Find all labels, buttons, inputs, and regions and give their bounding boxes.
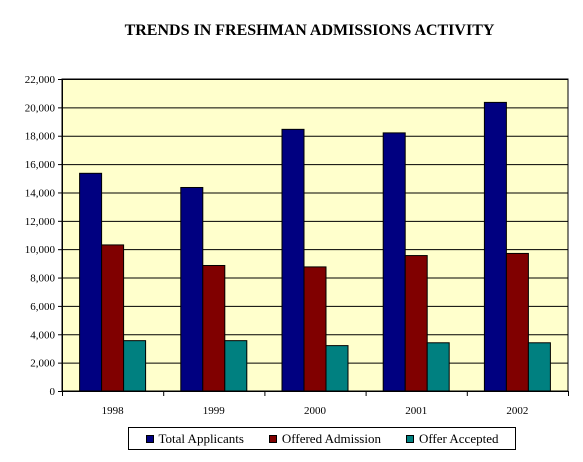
- bar-total-applicants: [281, 128, 305, 392]
- bar-offer-accepted: [325, 345, 349, 392]
- y-tick-label: 10,000: [25, 244, 56, 256]
- legend-item: Offer Accepted: [405, 430, 499, 447]
- y-tick-label: 6,000: [30, 301, 55, 313]
- legend-item: Offered Admission: [268, 430, 381, 447]
- y-tick-label: 16,000: [25, 159, 56, 171]
- y-tick-label: 14,000: [25, 187, 56, 199]
- legend-swatch-offer-accepted: [405, 434, 414, 443]
- legend-label-offer-accepted: Offer Accepted: [418, 430, 499, 446]
- bar-offered-admission: [202, 264, 226, 392]
- y-tick-label: 4,000: [30, 329, 55, 341]
- bar-offer-accepted: [224, 340, 248, 392]
- bar-offer-accepted: [123, 340, 147, 392]
- x-tick-label: 1999: [203, 405, 226, 417]
- bar-total-applicants: [180, 186, 204, 392]
- bar-offered-admission: [505, 252, 529, 392]
- bar-offered-admission: [404, 255, 428, 392]
- legend-swatch-offered-admission: [268, 434, 277, 443]
- y-tick-label: 22,000: [25, 74, 56, 86]
- x-tick-label: 1998: [102, 405, 125, 417]
- legend-label-total-applicants: Total Applicants: [158, 430, 244, 446]
- legend-swatch-total-applicants: [145, 434, 154, 443]
- x-tick-label: 2000: [304, 405, 327, 417]
- y-tick-label: 18,000: [25, 131, 56, 143]
- x-tick-label: 2002: [506, 405, 528, 417]
- bar-offered-admission: [303, 266, 327, 392]
- bar-offer-accepted: [527, 342, 551, 392]
- y-tick-label: 20,000: [25, 102, 56, 114]
- bar-total-applicants: [483, 101, 507, 392]
- y-tick-label: 8,000: [30, 273, 55, 285]
- y-tick-label: 2,000: [30, 358, 55, 370]
- y-tick-label: 12,000: [25, 216, 56, 228]
- legend-label-offered-admission: Offered Admission: [281, 430, 381, 446]
- chart-legend: Total Applicants Offered Admission Offer…: [128, 427, 516, 450]
- bar-offered-admission: [101, 244, 125, 392]
- x-tick-label: 2001: [405, 405, 427, 417]
- bar-total-applicants: [79, 172, 103, 392]
- y-tick-label: 0: [50, 386, 56, 398]
- legend-item: Total Applicants: [145, 430, 244, 447]
- bar-total-applicants: [382, 132, 406, 392]
- bar-offer-accepted: [426, 342, 450, 392]
- chart-title: TRENDS IN FRESHMAN ADMISSIONS ACTIVITY: [124, 22, 495, 39]
